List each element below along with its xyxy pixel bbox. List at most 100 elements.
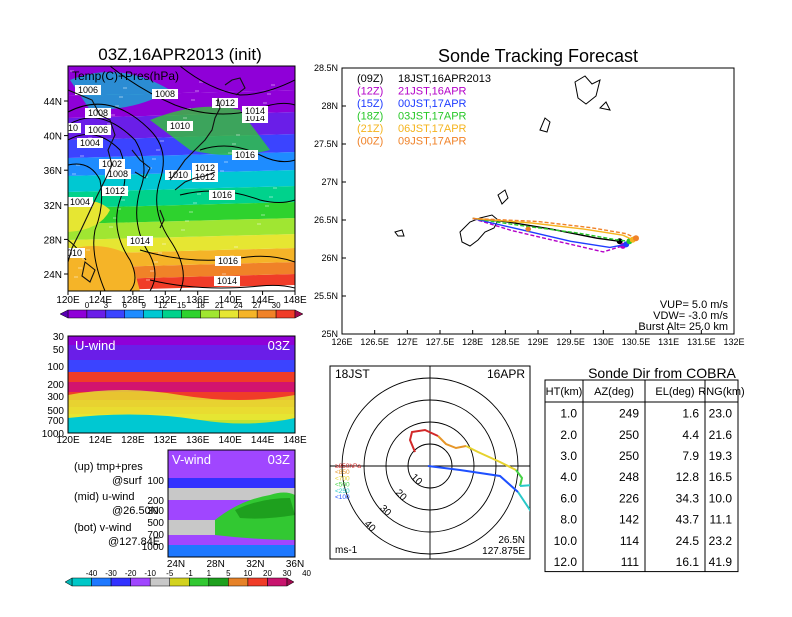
v-colorbar-swatch bbox=[189, 577, 210, 587]
field-speckle bbox=[183, 117, 187, 119]
u-wind-time: 03Z bbox=[268, 338, 290, 353]
u-wind-band bbox=[68, 345, 295, 360]
v-wind-y-tick-label: 1000 bbox=[142, 542, 165, 553]
polar-lon: 127.875E bbox=[482, 546, 525, 557]
v-wind-label: V-wind bbox=[172, 452, 211, 467]
colorbar-label: 9 bbox=[141, 301, 146, 310]
track-title: Sonde Tracking Forecast bbox=[438, 46, 638, 66]
u-wind-x-tick-label: 120E bbox=[56, 435, 80, 446]
japan-temperature-patch bbox=[150, 106, 270, 155]
svg-text:1004: 1004 bbox=[80, 138, 100, 148]
v-wind-positive-core bbox=[235, 498, 295, 519]
v-colorbar-swatch bbox=[91, 577, 112, 587]
polar-unit: ms-1 bbox=[335, 545, 358, 556]
isobar-line bbox=[199, 145, 295, 163]
track-x-ticks: 126E 126.5E 127E 127.5E 128E 128.5E 129E 129.5E… bbox=[331, 330, 745, 347]
isobar-label: 1016 bbox=[232, 150, 258, 160]
track-x-tick-label: 131E bbox=[658, 337, 679, 347]
v-wind-field bbox=[168, 450, 295, 557]
field-speckle bbox=[111, 114, 115, 116]
v-wind-y-tick-label: 100 bbox=[147, 476, 164, 487]
track-legend-code: (09Z) bbox=[357, 73, 383, 85]
field-speckle bbox=[199, 81, 203, 83]
island-outline bbox=[574, 75, 601, 105]
isobar-label: 1008 bbox=[85, 108, 111, 118]
u-wind-y-tick-label: 300 bbox=[47, 392, 64, 403]
hodograph-segment bbox=[408, 428, 439, 453]
isobar-label: 1004 bbox=[77, 138, 103, 148]
field-speckle bbox=[191, 99, 195, 101]
v-colorbar-label: -40 bbox=[86, 569, 98, 578]
v-wind-x-tick-label: 36N bbox=[286, 559, 304, 570]
v-colorbar-label: 1 bbox=[207, 569, 212, 578]
v-wind-band bbox=[168, 535, 295, 545]
map-x-tick-label: 144E bbox=[251, 295, 275, 306]
field-speckle bbox=[185, 220, 189, 222]
table-cell: 3.0 bbox=[560, 449, 577, 463]
svg-text:1008: 1008 bbox=[88, 108, 108, 118]
field-speckle bbox=[80, 155, 84, 157]
field-speckle bbox=[119, 96, 123, 98]
isobar-line bbox=[68, 103, 184, 291]
isobars: 1006 100810081010101210141014100610041002… bbox=[58, 66, 295, 291]
v-colorbar-label: -30 bbox=[105, 569, 117, 578]
u-wind-y-tick-label: 700 bbox=[47, 416, 64, 427]
track-legend-code: (00Z) bbox=[357, 136, 383, 148]
v-wind-x-ticks: 24N 28N 32N 36N bbox=[167, 559, 304, 570]
v-colorbar-label: -5 bbox=[166, 569, 174, 578]
colorbar-label: 27 bbox=[253, 301, 262, 310]
map-frame bbox=[67, 65, 296, 292]
v-wind-band bbox=[168, 478, 295, 488]
v-colorbar-label: 10 bbox=[243, 569, 252, 578]
field-speckle bbox=[267, 93, 271, 95]
track-y-tick-label: 27N bbox=[321, 177, 338, 187]
field-speckle bbox=[261, 214, 265, 216]
hodograph-segment bbox=[465, 445, 517, 471]
v-wind-x-tick-label: 28N bbox=[207, 559, 225, 570]
svg-text:1010: 1010 bbox=[58, 123, 78, 133]
polar-level-label: ≥850hPa bbox=[335, 463, 361, 470]
table-cell: 11.1 bbox=[710, 513, 733, 527]
map-y-ticks: 44N 40N 36N 32N 28N 24N bbox=[44, 97, 68, 281]
u-wind-x-tick-label: 136E bbox=[186, 435, 210, 446]
field-speckle bbox=[228, 152, 232, 154]
colorbar-swatch bbox=[238, 309, 258, 319]
sonde-track-line bbox=[472, 217, 627, 249]
field-speckle bbox=[146, 279, 150, 281]
isobar-label: 1010 bbox=[58, 123, 81, 133]
svg-text:1010: 1010 bbox=[170, 121, 190, 131]
field-speckle bbox=[193, 202, 197, 204]
u-wind-label: U-wind bbox=[75, 338, 115, 353]
u-wind-surface-layer bbox=[68, 414, 295, 433]
hodograph-segment bbox=[437, 435, 467, 450]
v-colorbar-label: 5 bbox=[226, 569, 231, 578]
track-legend-code: (12Z) bbox=[357, 86, 383, 98]
table-cell: 41.9 bbox=[709, 555, 733, 569]
panel-notes: (up) tmp+pres @surf (mid) u-wind @26.50N… bbox=[74, 461, 160, 548]
v-colorbar-label: -10 bbox=[144, 569, 156, 578]
table-cell: 24.5 bbox=[676, 534, 700, 548]
svg-text:1014: 1014 bbox=[245, 113, 265, 123]
field-speckle bbox=[224, 161, 228, 163]
colorbar-swatch bbox=[256, 309, 277, 319]
field-speckle bbox=[115, 105, 119, 107]
v-colorbar-arrow-left bbox=[64, 577, 73, 587]
svg-text:1010: 1010 bbox=[168, 170, 188, 180]
coastline-segment bbox=[68, 89, 116, 263]
field-speckle bbox=[269, 196, 273, 198]
sonde-track-line bbox=[472, 217, 633, 241]
svg-text:1006: 1006 bbox=[78, 85, 98, 95]
table-cell: 250 bbox=[619, 449, 639, 463]
u-wind-y-tick-label: 500 bbox=[47, 406, 64, 417]
polar-level-label: <850 bbox=[335, 469, 350, 476]
field-speckle bbox=[74, 276, 78, 278]
track-y-tick-label: 28.5N bbox=[314, 63, 338, 73]
colorbar-swatch bbox=[67, 309, 88, 319]
field-speckle bbox=[236, 134, 240, 136]
map-y-tick-label: 32N bbox=[44, 201, 62, 212]
u-wind-y-tick-label: 1000 bbox=[42, 429, 65, 440]
temperature-band bbox=[68, 234, 295, 254]
coastline-segment bbox=[224, 77, 246, 96]
hodograph-segment bbox=[517, 484, 530, 512]
